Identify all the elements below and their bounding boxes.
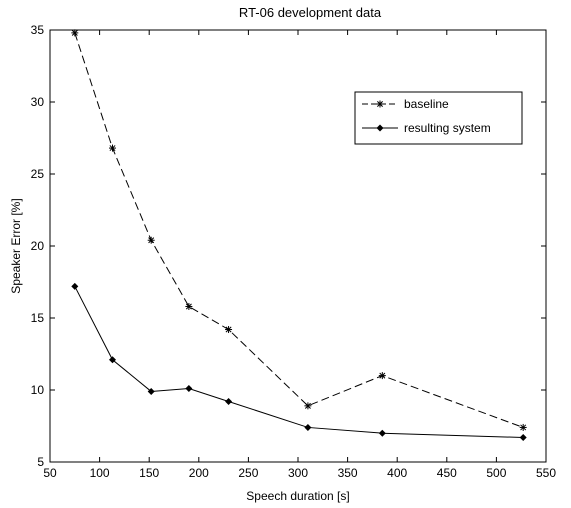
y-tick-label: 25 [31,167,45,181]
data-point [108,356,116,364]
series-layer [71,29,527,442]
x-axis-ticks: 50 100 150 200 250 300 350 400 450 500 550 [43,30,556,480]
data-point [225,326,233,334]
x-tick-label: 150 [139,466,159,480]
series-resulting-system [71,282,527,442]
x-tick-label: 250 [238,466,258,480]
data-point [225,398,233,406]
x-tick-label: 200 [189,466,209,480]
x-tick-label: 500 [486,466,506,480]
y-tick-label: 20 [31,239,45,253]
y-tick-label: 30 [31,95,45,109]
data-point [108,144,116,152]
x-tick-label: 350 [338,466,358,480]
y-tick-label: 35 [31,23,45,37]
data-point [71,282,79,290]
x-tick-label: 300 [288,466,308,480]
x-axis-label: Speech duration [s] [246,489,349,503]
series-line [74,32,524,428]
data-point [147,387,155,395]
y-tick-label: 5 [37,455,44,469]
x-tick-label: 50 [43,466,57,480]
data-point [185,302,193,310]
data-point [304,402,312,410]
y-axis-label: Speaker Error [%] [9,198,23,293]
data-point [185,385,193,393]
x-tick-label: 450 [437,466,457,480]
legend-item: resulting system [362,121,491,135]
series-line [74,286,524,439]
legend-marker [376,100,384,108]
data-point [519,434,527,442]
data-point [71,29,79,37]
legend-label: baseline [404,97,449,111]
y-axis-ticks: 5 10 15 20 25 30 35 [31,23,546,469]
series-baseline [71,29,527,431]
data-point [378,372,386,380]
data-point [519,423,527,431]
y-tick-label: 10 [31,383,45,397]
chart-title: RT-06 development data [239,5,382,20]
y-tick-label: 15 [31,311,45,325]
x-tick-label: 550 [536,466,556,480]
x-tick-label: 100 [90,466,110,480]
data-point [378,429,386,437]
data-point [147,236,155,244]
legend: baseline resulting system [354,91,523,145]
legend-marker [376,124,384,132]
x-tick-label: 400 [387,466,407,480]
legend-box [354,91,523,145]
legend-item: baseline [362,97,449,111]
legend-label: resulting system [404,121,491,135]
data-point [304,423,312,431]
